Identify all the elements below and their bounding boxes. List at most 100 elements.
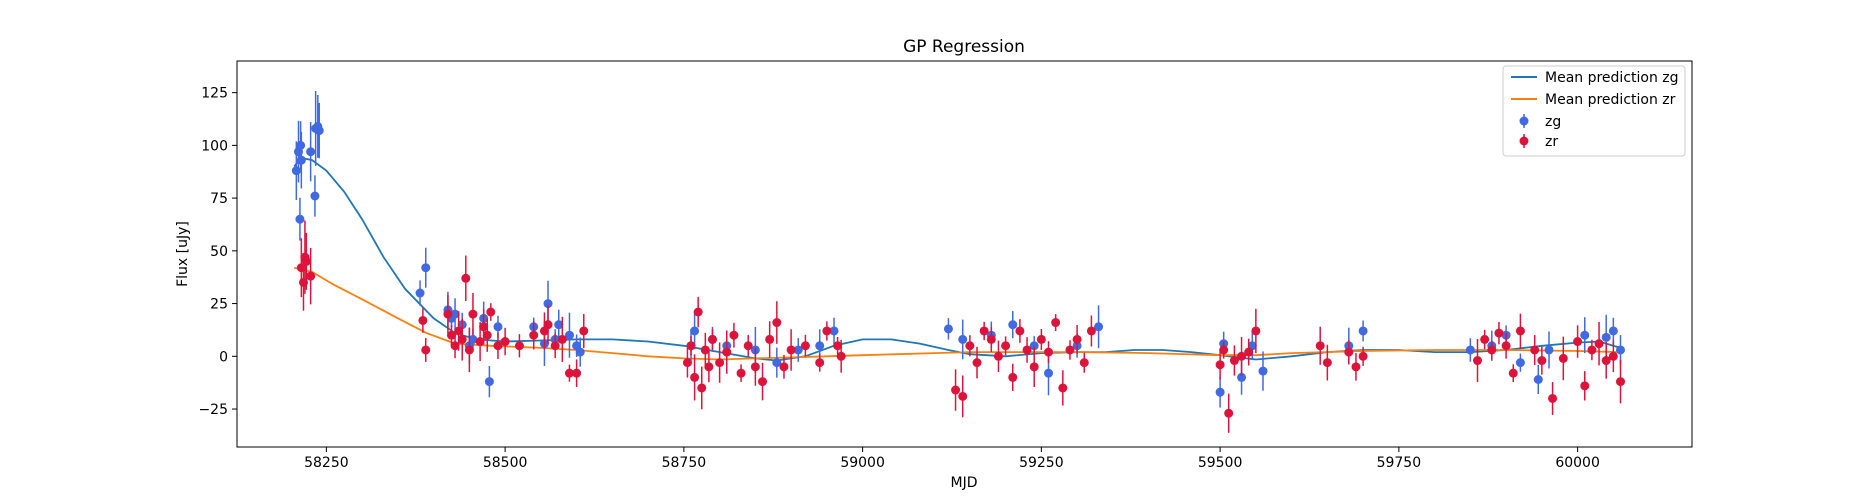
zr-point bbox=[1065, 345, 1075, 355]
zg-point bbox=[1601, 332, 1611, 342]
zg-point bbox=[306, 147, 316, 157]
zr-point bbox=[450, 341, 460, 351]
zr-point bbox=[418, 315, 428, 325]
zg-point bbox=[554, 320, 564, 330]
zr-point bbox=[779, 362, 789, 372]
y-tick-label: 50 bbox=[210, 244, 228, 260]
zr-point bbox=[772, 318, 782, 328]
zg-point bbox=[564, 330, 574, 340]
zg-point bbox=[1465, 345, 1475, 355]
zg-point bbox=[450, 309, 460, 319]
zr-point bbox=[1224, 408, 1234, 418]
zr-point bbox=[464, 345, 474, 355]
y-tick-label: 100 bbox=[201, 138, 228, 154]
zr-point bbox=[454, 326, 464, 336]
x-tick-label: 59000 bbox=[840, 455, 885, 471]
zr-point bbox=[815, 358, 825, 368]
zr-point bbox=[306, 271, 316, 281]
zr-point bbox=[572, 368, 582, 378]
x-tick-label: 60000 bbox=[1555, 455, 1600, 471]
zr-point bbox=[1215, 360, 1225, 370]
zr-point bbox=[1251, 326, 1261, 336]
zr-point bbox=[1487, 345, 1497, 355]
zg-point bbox=[415, 288, 425, 298]
zr-point bbox=[786, 345, 796, 355]
zg-series bbox=[291, 90, 1626, 408]
zr-point bbox=[743, 341, 753, 351]
zr-point bbox=[1548, 393, 1558, 403]
zg-point bbox=[1029, 341, 1039, 351]
zg-point bbox=[1215, 387, 1225, 397]
zr-point bbox=[1322, 358, 1332, 368]
zr-point bbox=[1594, 339, 1604, 349]
legend-label-mean-zg: Mean prediction zg bbox=[1545, 70, 1679, 86]
y-tick-label: −25 bbox=[198, 402, 228, 418]
legend-label-zg: zg bbox=[1545, 114, 1561, 130]
zg-point bbox=[543, 299, 553, 309]
zg-point bbox=[829, 326, 839, 336]
zg-point bbox=[690, 326, 700, 336]
zr-point bbox=[1079, 358, 1089, 368]
zr-point bbox=[833, 341, 843, 351]
zg-point bbox=[421, 263, 431, 273]
zr-point bbox=[529, 330, 539, 340]
zg-point bbox=[1237, 372, 1247, 382]
zr-point bbox=[1229, 356, 1239, 366]
chart-title: GP Regression bbox=[903, 37, 1025, 57]
zr-point bbox=[493, 341, 503, 351]
zr-point bbox=[1530, 345, 1540, 355]
zr-point bbox=[1022, 345, 1032, 355]
zg-point bbox=[943, 324, 953, 334]
zr-point bbox=[1616, 377, 1626, 387]
zr-point bbox=[1587, 345, 1597, 355]
zr-point bbox=[461, 273, 471, 283]
zg-point bbox=[793, 345, 803, 355]
zg-point bbox=[1608, 326, 1618, 336]
zg-point bbox=[296, 155, 306, 165]
zr-point bbox=[686, 341, 696, 351]
zr-point bbox=[468, 309, 478, 319]
zg-point bbox=[468, 334, 478, 344]
zr-point bbox=[421, 345, 431, 355]
zr-point bbox=[972, 358, 982, 368]
legend-marker-zr bbox=[1519, 136, 1529, 146]
zg-point bbox=[958, 334, 968, 344]
legend-label-zr: zr bbox=[1545, 134, 1558, 150]
plot-frame bbox=[236, 60, 1693, 448]
series-layer bbox=[291, 90, 1626, 433]
zr-point bbox=[1351, 362, 1361, 372]
zg-point bbox=[314, 126, 324, 136]
zr-point bbox=[1015, 326, 1025, 336]
zr-point bbox=[690, 372, 700, 382]
zr-point bbox=[958, 391, 968, 401]
zr-point bbox=[951, 385, 961, 395]
zr-point bbox=[550, 341, 560, 351]
zr-point bbox=[700, 345, 710, 355]
legend-label-mean-zr: Mean prediction zr bbox=[1545, 92, 1676, 108]
zg-point bbox=[1094, 322, 1104, 332]
y-axis: −25 0 25 50 75 100 125 bbox=[198, 86, 237, 418]
zr-point bbox=[579, 326, 589, 336]
zr-point bbox=[1237, 351, 1247, 361]
x-tick-label: 58250 bbox=[304, 455, 349, 471]
zr-point bbox=[1219, 345, 1229, 355]
zr-point bbox=[543, 320, 553, 330]
x-tick-label: 59750 bbox=[1377, 455, 1422, 471]
zr-point bbox=[1044, 347, 1054, 357]
zg-point bbox=[575, 347, 585, 357]
zg-point bbox=[493, 322, 503, 332]
zr-point bbox=[1608, 351, 1618, 361]
zg-point bbox=[1533, 375, 1543, 385]
zg-point bbox=[310, 191, 320, 201]
zr-point bbox=[979, 326, 989, 336]
zr-point bbox=[800, 341, 810, 351]
zr-point bbox=[993, 351, 1003, 361]
zg-point bbox=[1515, 358, 1525, 368]
legend: Mean prediction zg Mean prediction zr zg… bbox=[1502, 65, 1686, 157]
zr-point bbox=[736, 368, 746, 378]
zg-point bbox=[1544, 345, 1554, 355]
zr-point bbox=[1573, 337, 1583, 347]
y-axis-label: Flux [uJy] bbox=[175, 221, 191, 287]
zr-point bbox=[1558, 353, 1568, 363]
zr-point bbox=[758, 377, 768, 387]
